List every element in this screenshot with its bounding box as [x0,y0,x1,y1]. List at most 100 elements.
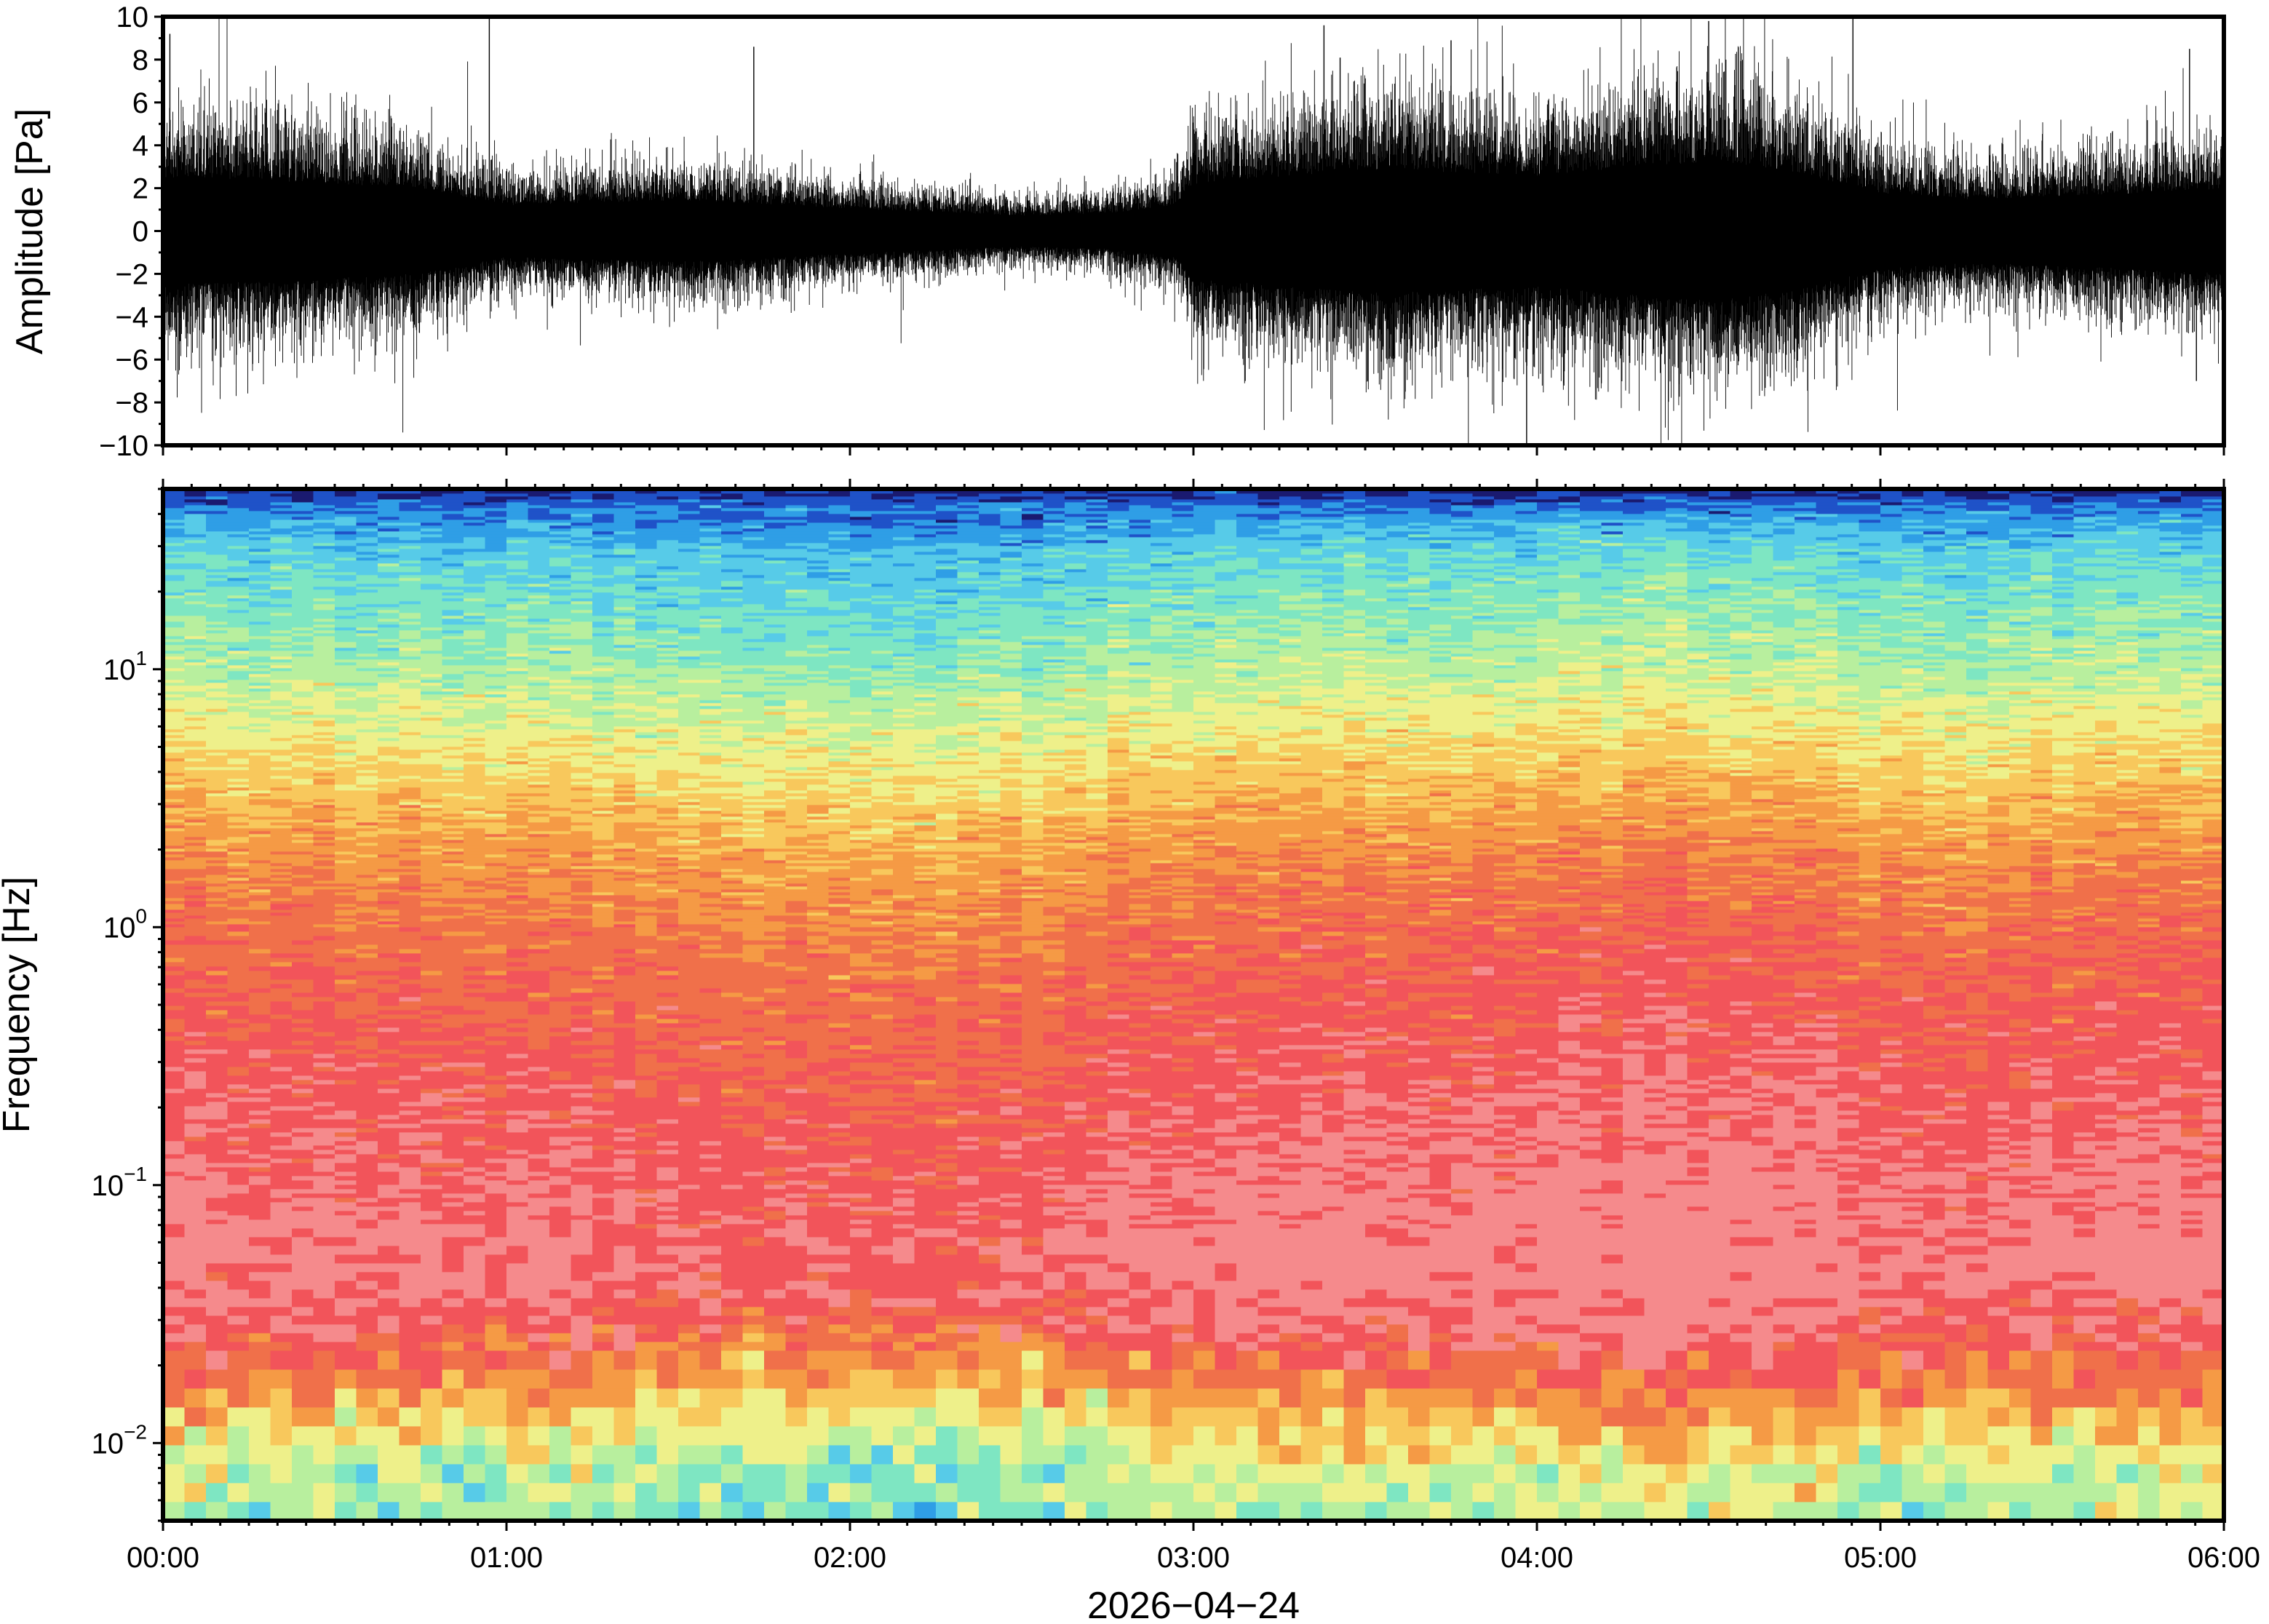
spectrogram-cell [485,624,507,628]
spectrogram-cell [399,1102,421,1107]
spectrogram-cell [549,595,572,599]
spectrogram-cell [270,1180,293,1185]
spectrogram-cell [249,909,271,913]
spectrogram-cell [421,1158,443,1163]
spectrogram-cell [249,650,271,654]
spectrogram-cell [464,984,486,989]
spectrogram-cell [378,552,400,555]
spectrogram-cell [528,668,550,672]
spectrogram-cell [249,688,271,692]
spectrogram-cell [163,1333,186,1342]
spectrogram-cell [442,1119,464,1124]
spectrogram-cell [378,1137,400,1142]
spectrogram-cell [378,662,400,666]
spectrogram-cell [528,1407,550,1427]
spectrogram-cell [313,674,335,677]
spectrogram-cell [227,566,250,570]
spectrogram-cell [270,514,293,517]
spectrogram-cell [506,677,529,680]
spectrogram-cell [571,828,593,832]
spectrogram-cell [549,883,572,887]
spectrogram-cell [485,534,507,538]
spectrogram-cell [549,828,572,832]
spectrogram-cell [528,975,550,980]
spectrogram-cell [442,490,464,494]
spectrogram-cell [313,633,335,637]
spectrogram-cell [485,790,507,794]
spectrogram-cell [485,1036,507,1041]
spectrogram-cell [378,680,400,683]
spectrogram-cell [464,924,486,928]
spectrogram-cell [292,953,314,958]
spectrogram-cell [313,767,335,771]
spectrogram-cell [292,665,314,669]
spectrogram-cell [378,895,400,899]
spectrogram-cell [399,747,421,750]
spectrogram-cell [292,621,314,625]
spectrogram-cell [485,816,507,820]
spectrogram-cell [399,863,421,867]
spectrogram-cell [528,648,550,651]
spectrogram-cell [399,674,421,677]
spectrogram-cell [571,767,593,771]
waveform-y-tick-label: 2 [132,173,148,205]
spectrogram-cell [184,729,207,733]
spectrogram-cell [464,1176,486,1181]
spectrogram-cell [227,1193,250,1198]
spectrogram-cell [270,758,293,762]
spectrogram-cell [464,1019,486,1024]
spectrogram-cell [421,1167,443,1172]
spectrogram-cell [399,892,421,896]
spectrogram-cell [292,1006,314,1011]
spectrogram-cell [356,1001,378,1006]
spectrogram-cell [163,604,186,608]
spectrogram-cell [356,540,378,544]
spectrogram-cell [292,499,314,503]
spectrogram-cell [227,834,250,837]
spectrogram-cell [227,1483,250,1502]
spectrogram-cell [378,1464,400,1484]
spectrogram-cell [270,773,293,776]
spectrogram-cell [270,569,293,573]
spectrogram-cell [270,528,293,532]
spectrogram-cell [206,744,229,747]
spectrogram-cell [356,802,378,805]
spectrogram-cell [249,601,271,605]
spectrogram-cell [399,761,421,765]
spectrogram-cell [292,490,314,494]
spectrogram-cell [571,831,593,835]
spectrogram-cell [206,779,229,782]
spectrogram-cell [549,528,572,532]
spectrogram-cell [313,880,335,884]
spectrogram-cell [442,1036,464,1041]
spectrogram-cell [506,1110,529,1115]
spectrogram-cell [442,805,464,808]
spectrogram-cell [378,648,400,651]
spectrogram-cell [313,907,335,910]
spectrogram-cell [184,1315,207,1325]
spectrogram-cell [528,650,550,654]
spectrogram-cell [421,831,443,835]
spectrogram-cell [464,1145,486,1150]
spectrogram-cell [163,528,186,532]
spectrogram-cell [335,854,357,858]
spectrogram-cell [163,863,186,867]
spectrogram-cell [442,1215,464,1220]
spectrogram-cell [485,1171,507,1177]
spectrogram-cell [270,729,293,733]
spectrogram-cell [163,971,186,976]
spectrogram-cell [464,1058,486,1063]
spectrogram-cell [249,975,271,980]
spectrogram-cell [378,1350,400,1370]
spectrogram-cell [378,738,400,741]
spectrogram-cell [485,563,507,567]
spectrogram-cell [549,1315,572,1325]
spectrogram-cell [163,1388,186,1408]
spectrogram-cell [356,598,378,602]
spectrogram-cell [356,909,378,913]
spectrogram-cell [442,685,464,689]
spectrogram-cell [335,732,357,736]
spectrogram-cell [506,1464,529,1484]
spectrogram-cell [356,508,378,512]
spectrogram-cell [421,645,443,648]
